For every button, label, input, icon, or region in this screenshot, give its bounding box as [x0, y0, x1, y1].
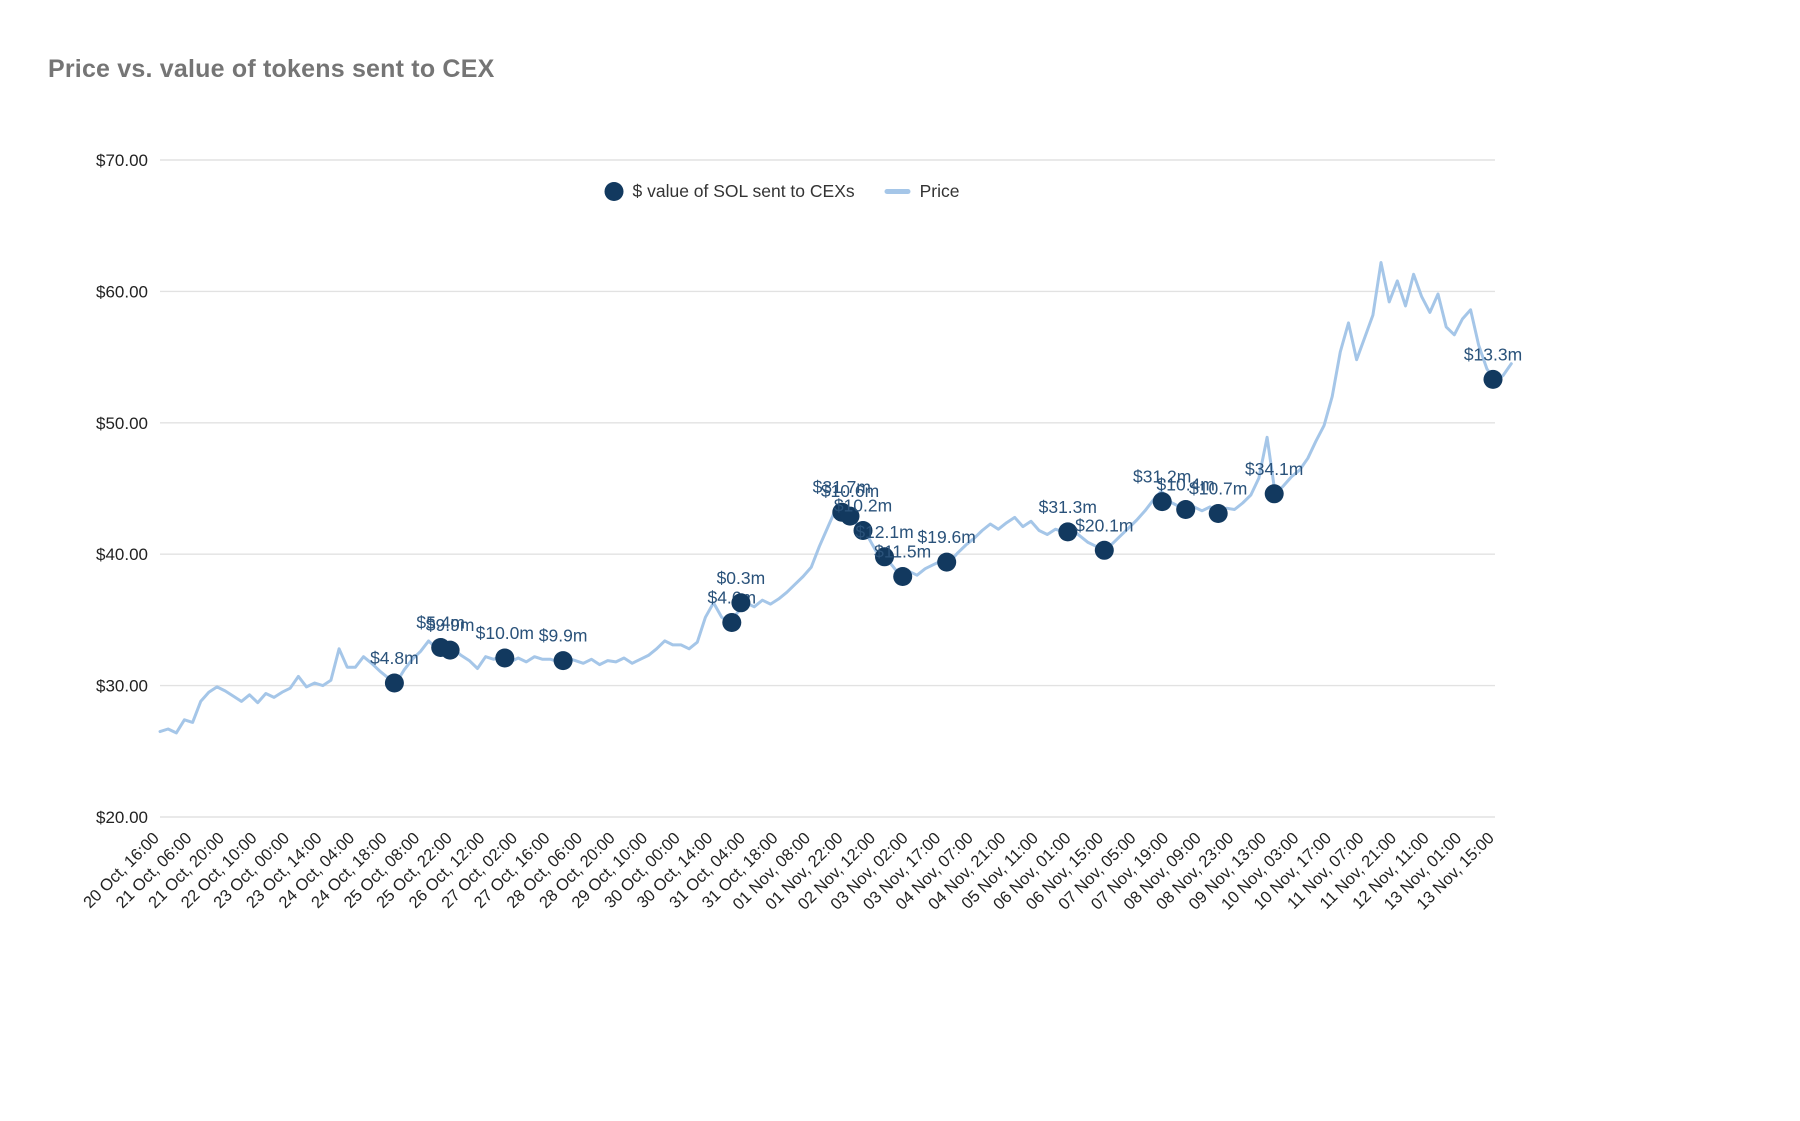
point-label: $12.1m: [855, 522, 913, 542]
sol-sent-point: [893, 567, 913, 586]
sol-sent-point: [853, 521, 873, 540]
legend-item-sol-sent: $ value of SOL sent to CEXs: [604, 181, 855, 202]
sol-sent-point: [1058, 522, 1078, 542]
legend-label-price: Price: [919, 181, 960, 201]
point-label: $10.7m: [1189, 479, 1247, 499]
point-label: $5.4m: [416, 613, 465, 633]
sol-sent-point: [722, 613, 742, 632]
sol-sent-point: [937, 552, 957, 572]
point-label: $31.3m: [1039, 497, 1097, 517]
legend-label-sol-sent: $ value of SOL sent to CEXs: [632, 181, 855, 201]
sol-sent-point: [1094, 540, 1114, 560]
y-tick-label: $50.00: [96, 414, 148, 433]
chart-legend: $ value of SOL sent to CEXs Price: [604, 181, 960, 202]
point-label: $0.3m: [717, 568, 766, 588]
point-label: $10.0m: [476, 623, 534, 643]
sol-sent-point: [440, 640, 460, 660]
sol-sent-point: [731, 593, 751, 613]
chart-title: Price vs. value of tokens sent to CEX: [48, 55, 495, 83]
y-tick-label: $20.00: [96, 808, 148, 827]
y-tick-label: $30.00: [96, 677, 148, 696]
point-label: $31.7m: [813, 477, 871, 497]
y-tick-label: $70.00: [96, 151, 148, 170]
point-label: $11.5m: [874, 542, 931, 562]
sol-sent-point: [1483, 369, 1503, 389]
point-label: $34.1m: [1245, 459, 1303, 479]
point-label: $9.9m: [539, 626, 588, 646]
point-label: $10.4m: [1157, 475, 1215, 495]
sol-sent-point: [1152, 492, 1172, 512]
legend-scatter-dot-icon: [604, 182, 624, 201]
point-label: $13.3m: [1464, 344, 1522, 364]
point-label: $19.6m: [918, 527, 976, 547]
sol-sent-point: [875, 547, 894, 567]
sol-sent-point: [1264, 484, 1284, 504]
point-label: $4.8m: [370, 648, 419, 668]
y-tick-label: $40.00: [96, 545, 148, 564]
sol-sent-point: [553, 651, 573, 671]
legend-item-price: Price: [884, 181, 960, 202]
point-label: $9.9m: [426, 615, 475, 635]
sol-sent-point: [840, 506, 860, 526]
sol-sent-point: [1208, 504, 1228, 523]
y-tick-label: $60.00: [96, 282, 148, 301]
point-label: $20.1m: [1075, 515, 1133, 535]
point-label: $10.2m: [834, 496, 892, 516]
legend-price-line-icon: [884, 189, 911, 194]
sol-sent-point: [384, 673, 404, 693]
point-label: $10.6m: [821, 481, 879, 501]
point-label: $31.2m: [1133, 467, 1191, 487]
sol-sent-point: [495, 648, 515, 668]
sol-sent-point: [1176, 500, 1196, 519]
